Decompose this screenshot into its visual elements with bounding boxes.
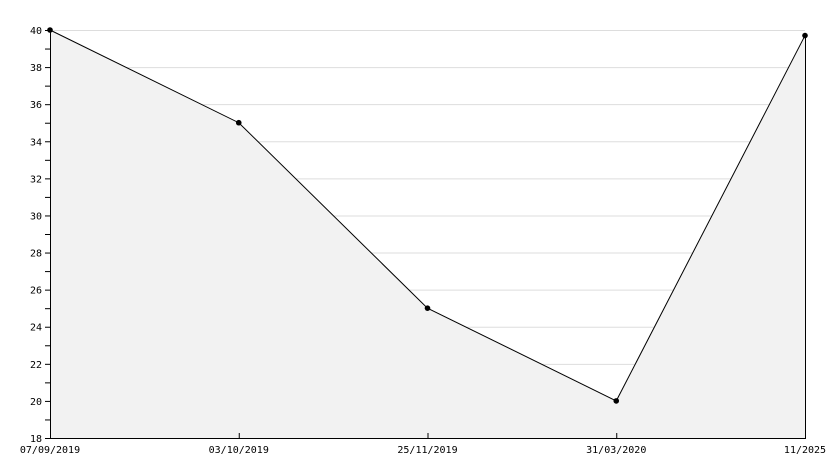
y-tick-label: 34 [30, 137, 42, 148]
x-tick-label: 07/09/2019 [20, 445, 80, 456]
data-point [802, 32, 808, 39]
y-tick-label: 30 [30, 211, 42, 222]
area-fill [50, 30, 805, 438]
y-tick-label: 28 [30, 249, 42, 260]
y-tick-label: 20 [30, 397, 42, 408]
data-point [235, 119, 242, 126]
x-tick-label: 11/2025 [784, 445, 826, 456]
y-tick-label: 26 [30, 286, 42, 297]
data-point [424, 305, 431, 311]
y-tick-label: 36 [30, 100, 42, 111]
data-point [47, 27, 53, 33]
y-tick-label: 32 [30, 174, 42, 185]
y-tick-label: 24 [30, 323, 42, 334]
y-tick-label: 18 [30, 434, 42, 445]
x-tick-label: 31/03/2020 [586, 445, 646, 456]
x-tick-label: 03/10/2019 [209, 445, 269, 456]
y-tick-label: 22 [30, 360, 42, 371]
y-tick-label: 40 [30, 26, 42, 37]
x-tick-label: 25/11/2019 [397, 445, 457, 456]
y-tick-label: 38 [30, 63, 42, 74]
data-point [613, 398, 620, 404]
